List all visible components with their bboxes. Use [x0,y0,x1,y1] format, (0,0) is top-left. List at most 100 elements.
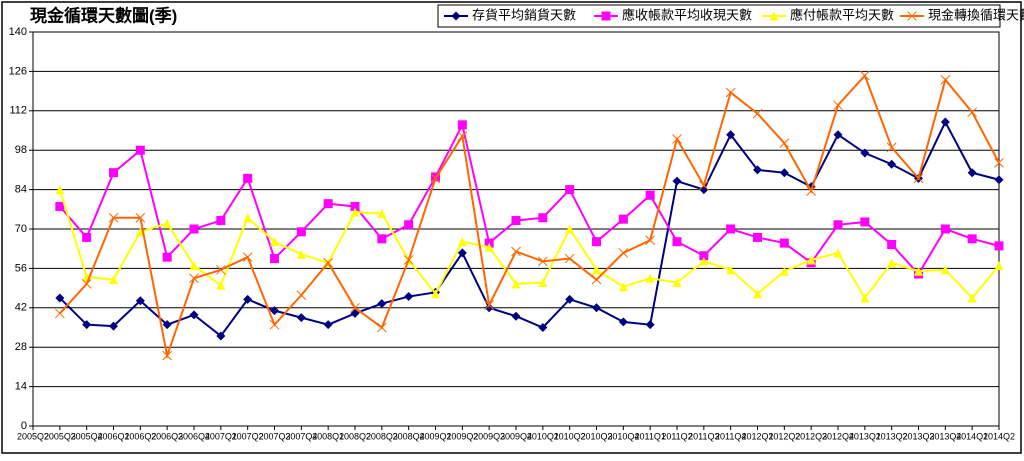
point [323,320,333,330]
x-tick-label: 2013Q2 [876,431,908,441]
point [913,173,924,184]
point [565,224,575,234]
point [994,261,1004,271]
point [940,224,950,234]
point [82,232,92,242]
point [451,11,461,21]
point [601,11,611,21]
x-tick-label: 2009Q2 [446,431,478,441]
point [108,212,119,223]
x-tick-label: 2011Q4 [715,431,746,441]
point [967,234,977,244]
point [967,107,978,118]
point [618,214,628,224]
point [725,87,736,98]
point [699,251,709,261]
point [886,142,897,153]
point [216,280,226,290]
x-tick-label: 2012Q2 [768,431,800,441]
point [618,317,628,327]
legend-label: 現金轉換循環天數 [928,7,1024,22]
point [511,279,521,289]
point [54,308,65,319]
point [833,248,843,258]
point [860,293,870,303]
point [940,117,950,127]
x-tick-label: 2010Q2 [554,431,586,441]
point [323,257,334,268]
point [994,158,1004,168]
x-tick-label: 2008Q3 [366,431,398,441]
point [296,313,306,323]
point [350,207,360,217]
x-tick-label: 2007Q2 [232,431,264,441]
point [591,274,602,285]
x-tick-label: 2006Q2 [124,431,156,441]
point [457,131,468,141]
point [726,265,736,275]
point [484,242,494,252]
point [914,266,923,276]
point [135,296,145,306]
point [216,331,226,341]
x-tick-label: 2005Q4 [71,431,103,441]
y-tick-label: 14 [15,381,27,393]
x-tick-label: 2013Q1 [849,431,881,441]
point [511,246,521,257]
y-tick-label: 98 [15,144,27,156]
point [270,306,279,316]
point [779,168,789,178]
point [162,320,172,330]
legend-label: 應付帳款平均天數 [790,7,894,22]
y-tick-label: 28 [15,341,27,353]
x-tick-label: 2007Q1 [205,431,237,441]
point [162,350,173,361]
y-tick-label: 84 [15,184,27,196]
point [377,299,387,309]
point [887,258,897,268]
point [672,176,682,186]
x-tick-label: 2008Q1 [312,431,344,441]
y-tick-label: 0 [21,420,27,432]
point [189,273,199,284]
point [887,159,897,169]
point [135,212,146,223]
point [833,220,843,230]
point [564,253,575,264]
legend-box [437,4,1001,28]
point [215,264,226,275]
point [967,168,977,178]
legend: 存貨平均銷貨天數 應收帳款平均收現天數 應付帳款平均天數 現金轉換循環天數 [437,4,1024,28]
point [672,277,682,287]
point [55,201,65,211]
x-tick-label: 2010Q1 [527,431,559,441]
series-line [58,189,1000,300]
point [216,216,226,226]
point [752,108,763,119]
point [431,289,440,299]
point [189,224,199,234]
x-tick-label: 2009Q3 [473,431,505,441]
chart-title: 現金循環天數圖(季) [30,5,177,25]
point [645,235,656,246]
point [377,234,387,244]
point [55,185,65,195]
point [82,320,92,330]
point [484,300,495,310]
point [592,237,601,247]
point [726,130,736,140]
point [109,275,118,285]
series-line [59,73,1000,360]
point [484,303,494,313]
point [565,185,575,195]
point [645,273,655,283]
point [769,11,779,21]
point [404,220,414,230]
point [511,311,521,321]
point [592,303,601,313]
point [753,289,762,299]
point [833,130,843,140]
point [806,186,817,196]
point [242,252,253,262]
